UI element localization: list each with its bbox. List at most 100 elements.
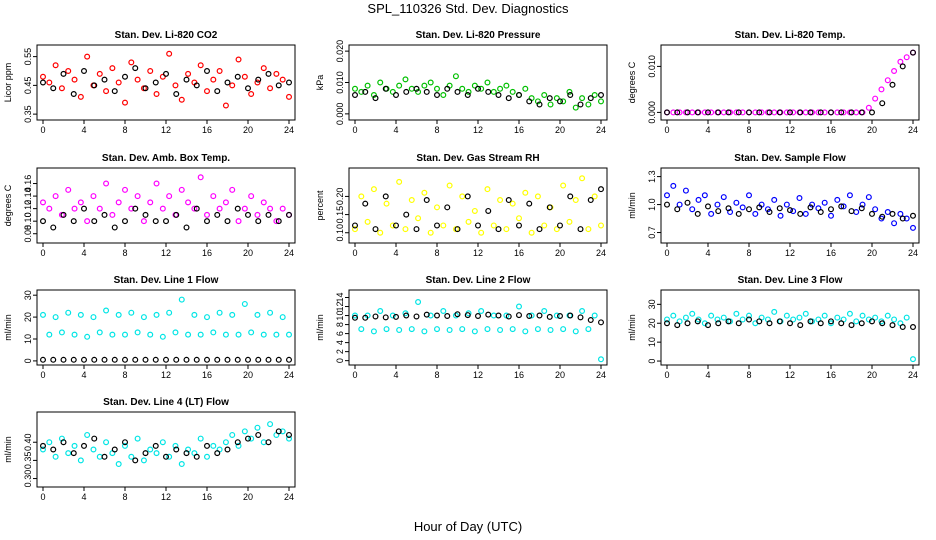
- data-point: [389, 88, 396, 95]
- data-point: [60, 439, 67, 446]
- data-point: [362, 200, 369, 207]
- data-point: [121, 99, 128, 106]
- x-tick-label: 4: [81, 125, 86, 135]
- data-point: [173, 211, 180, 218]
- x-tick-label: 8: [122, 248, 127, 258]
- panel-2: Stan. Dev. Li-820 Pressure 0 4 8 12 16 20 24 0.0…: [315, 30, 608, 135]
- data-point: [597, 92, 604, 99]
- data-point: [547, 326, 554, 333]
- x-tick-label: 12: [161, 248, 171, 258]
- data-point: [396, 82, 403, 89]
- data-point: [193, 82, 200, 89]
- data-point: [771, 196, 778, 203]
- data-point: [39, 79, 46, 86]
- data-point: [708, 109, 715, 116]
- x-tick-label: 24: [908, 248, 918, 258]
- series-2: [352, 311, 604, 326]
- data-point: [370, 328, 377, 335]
- data-point: [495, 226, 502, 233]
- data-point: [214, 88, 221, 95]
- data-point: [879, 213, 886, 220]
- y-axis-label: ml/min: [3, 314, 13, 341]
- data-point: [39, 356, 46, 363]
- data-point: [446, 182, 453, 189]
- data-point: [471, 82, 478, 89]
- data-point: [352, 226, 359, 233]
- y-tick-label: 20: [23, 312, 33, 322]
- data-point: [234, 205, 241, 212]
- data-point: [153, 180, 160, 187]
- data-point: [505, 95, 512, 102]
- data-point: [142, 356, 149, 363]
- x-tick-label: 24: [284, 125, 294, 135]
- data-point: [358, 326, 365, 333]
- data-point: [515, 215, 522, 222]
- x-tick-label: 0: [352, 248, 357, 258]
- x-tick-label: 24: [908, 370, 918, 380]
- data-point: [142, 211, 149, 218]
- data-point: [224, 356, 231, 363]
- y-tick-label: 0.20: [335, 188, 345, 206]
- data-point: [766, 109, 773, 116]
- x-tick-label: 16: [514, 248, 524, 258]
- data-point: [786, 109, 793, 116]
- data-point: [241, 73, 248, 80]
- data-point: [103, 180, 110, 187]
- data-point: [128, 309, 135, 316]
- data-point: [786, 207, 793, 214]
- panel-5: Stan. Dev. Gas Stream RH0 4 8 12 16 20 240.100…: [315, 153, 608, 258]
- data-point: [358, 88, 365, 95]
- data-point: [71, 331, 78, 338]
- data-point: [454, 226, 461, 233]
- data-point: [827, 206, 834, 213]
- data-point: [909, 212, 916, 219]
- data-point: [526, 98, 533, 105]
- data-point: [58, 85, 65, 92]
- y-axis-label: kPa: [315, 75, 325, 91]
- data-point: [173, 356, 180, 363]
- data-point: [745, 316, 752, 323]
- data-point: [77, 93, 84, 100]
- data-point: [689, 310, 696, 317]
- data-point: [585, 226, 592, 233]
- figure-title: SPL_110326 Std. Dev. Diagnostics: [367, 1, 569, 16]
- data-point: [279, 428, 286, 435]
- data-point: [60, 356, 67, 363]
- data-point: [163, 356, 170, 363]
- data-point: [265, 356, 272, 363]
- series-1: [39, 421, 293, 468]
- data-point: [495, 92, 502, 99]
- data-point: [579, 95, 586, 102]
- x-tick-label: 12: [473, 370, 483, 380]
- data-point: [796, 195, 803, 202]
- data-point: [364, 218, 371, 225]
- data-point: [96, 329, 103, 336]
- data-point: [663, 109, 670, 116]
- data-point: [840, 109, 847, 116]
- data-point: [560, 182, 567, 189]
- data-point: [739, 204, 746, 211]
- data-point: [241, 428, 248, 435]
- data-point: [80, 356, 87, 363]
- y-tick-label: 10: [23, 334, 33, 344]
- data-point: [132, 65, 139, 72]
- y-axis-label: ml/min: [627, 314, 637, 341]
- data-point: [222, 102, 229, 109]
- x-tick-label: 16: [202, 370, 212, 380]
- data-point: [821, 199, 828, 206]
- data-point: [39, 446, 46, 453]
- data-point: [159, 205, 166, 212]
- data-point: [84, 218, 91, 225]
- data-point: [173, 446, 180, 453]
- data-point: [903, 314, 910, 321]
- data-point: [766, 209, 773, 216]
- data-point: [103, 307, 110, 314]
- data-point: [255, 218, 262, 225]
- data-point: [715, 109, 722, 116]
- data-point: [434, 312, 441, 319]
- data-point: [899, 215, 906, 222]
- data-point: [528, 312, 535, 319]
- data-point: [796, 314, 803, 321]
